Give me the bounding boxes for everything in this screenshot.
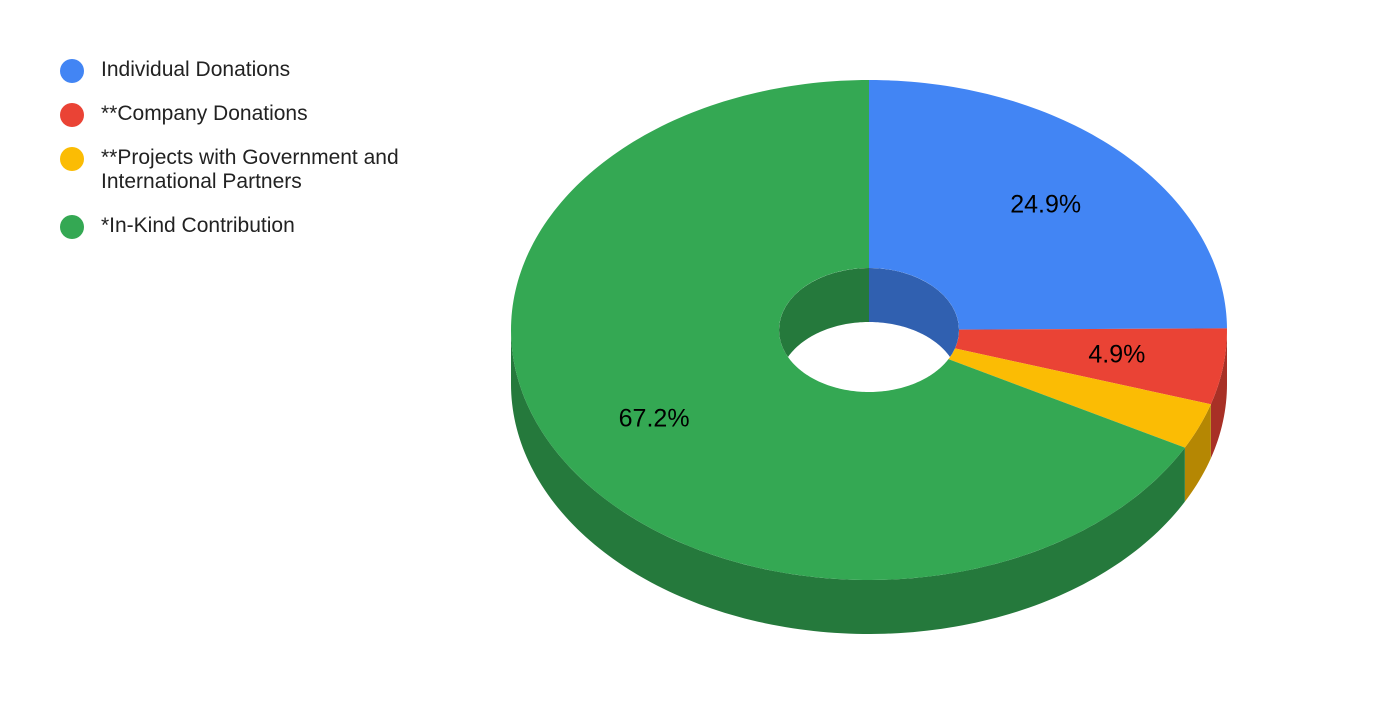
legend-label: **Company Donations — [101, 102, 308, 125]
data-label: 67.2% — [619, 405, 690, 433]
data-labels: 24.9% 4.9% 67.2% — [619, 190, 1146, 432]
data-label: 4.9% — [1088, 340, 1145, 368]
slice — [954, 328, 1227, 405]
legend-item: Individual Donations — [60, 58, 401, 83]
legend-item: **Projects with Government and Internati… — [60, 146, 401, 194]
data-label: 24.9% — [1010, 190, 1081, 218]
slice — [869, 80, 1227, 330]
side-walls — [511, 330, 1227, 634]
legend-marker — [60, 147, 84, 171]
slice-inner-side — [869, 268, 959, 384]
legend-item: *In-Kind Contribution — [60, 214, 401, 239]
legend: Individual Donations **Company Donations *… — [60, 58, 410, 258]
inner-walls — [779, 268, 959, 384]
slice-inner-side — [779, 268, 869, 384]
slice-side — [1210, 330, 1227, 459]
slice-side — [511, 330, 1185, 634]
slice-side — [1184, 404, 1211, 502]
slice — [511, 80, 1185, 580]
legend-marker — [60, 59, 84, 83]
legend-label: *In-Kind Contribution — [101, 214, 295, 237]
legend-item: **Company Donations — [60, 102, 401, 127]
legend-label: **Projects with Government and Internati… — [101, 146, 399, 193]
slices — [511, 80, 1227, 580]
legend-label: Individual Donations — [101, 58, 291, 81]
legend-marker — [60, 215, 84, 239]
slice — [948, 348, 1211, 448]
legend-marker — [60, 103, 84, 127]
